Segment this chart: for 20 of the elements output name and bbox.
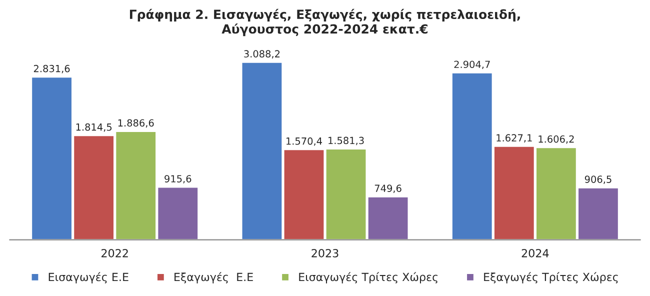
data-label: 1.627,1 bbox=[496, 134, 532, 143]
data-label: 749,6 bbox=[374, 184, 402, 193]
data-label: 915,6 bbox=[164, 175, 192, 184]
data-label: 1.581,3 bbox=[328, 136, 364, 146]
legend-label: Εισαγωγές Ε.Ε bbox=[48, 272, 128, 284]
data-label: 1.606,2 bbox=[538, 135, 574, 144]
legend-label: Εξαγωγές Ε.Ε bbox=[174, 272, 253, 284]
data-label: 2.904,7 bbox=[454, 60, 490, 70]
x-tick-label: 2022 bbox=[102, 248, 128, 258]
legend-label: Εισαγωγές Τρίτες Χώρες bbox=[299, 272, 438, 284]
data-label: 906,5 bbox=[584, 176, 612, 184]
data-label: 1.570,4 bbox=[286, 137, 322, 146]
x-tick-label: 2024 bbox=[522, 248, 549, 258]
chart-title: Γράφημα 2. Εισαγωγές, Εξαγωγές, χωρίς πετρελαιοειδή, Αύγουστος 2022-2024 εκατ.€ bbox=[130, 8, 520, 36]
data-label: 3.088,2 bbox=[244, 50, 280, 58]
data-label: 1.814,5 bbox=[76, 123, 112, 132]
x-tick-label: 2023 bbox=[312, 248, 338, 258]
data-label: 2.831,6 bbox=[34, 64, 70, 74]
legend-label: Εξαγωγές Τρίτες Χώρες bbox=[484, 272, 618, 284]
data-label: 1.886,6 bbox=[118, 119, 154, 128]
